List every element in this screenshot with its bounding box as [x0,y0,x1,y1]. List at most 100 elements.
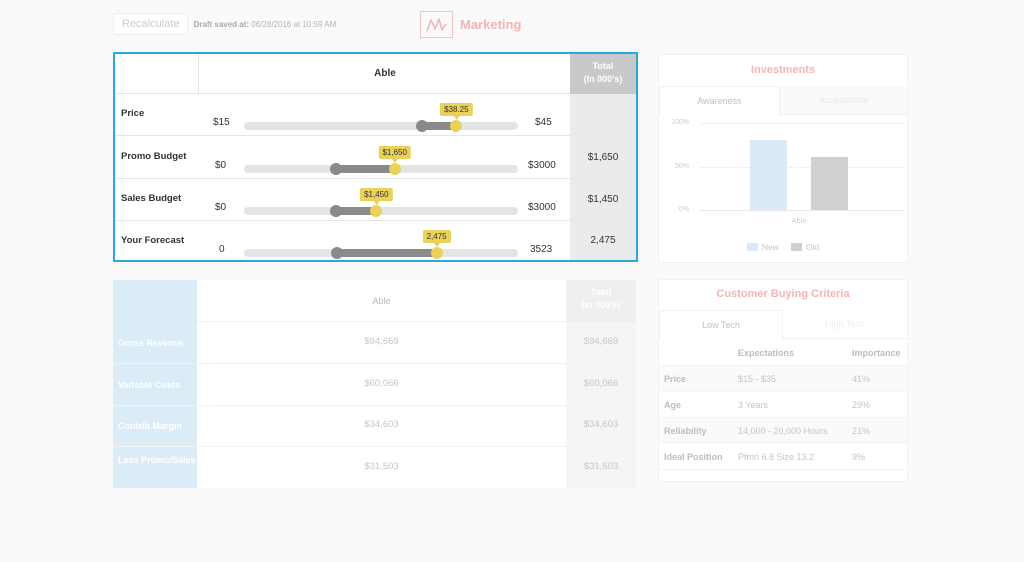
legend-swatch [746,243,758,251]
slider-fill [422,122,457,130]
slider-handle[interactable] [388,163,401,175]
total-value: $34,603 [583,419,619,430]
header-blank [115,54,199,94]
promo-budget-slider[interactable]: $1,650 [244,146,518,175]
row-label: Less Promo/Sales [118,455,196,465]
total-value: $94,669 [583,336,619,347]
legend-label: New [761,242,779,252]
slider-max: $3000 [528,202,556,213]
gridline [699,167,904,168]
draft-time: 06/28/2016 at 10:59 AM [251,19,337,29]
price-slider[interactable]: $38.25 [244,103,518,132]
row-label: Your Forecast [121,235,185,246]
slider-value-tooltip: $1,650 [378,146,411,163]
forecast-slider[interactable]: 2,475 [244,230,518,259]
awareness-bar-chart: 100% 50% 0% Able [659,117,907,237]
slider-handle[interactable] [370,205,383,217]
product-header: Able [197,280,566,322]
slider-fill [335,207,377,215]
row-total: $1,450 [587,194,619,205]
y-tick: 50% [674,163,689,170]
slider-min: 0 [219,244,225,255]
slider-min: $0 [215,160,227,171]
expectation: $15 - $35 [738,374,777,384]
importance: 29% [852,400,871,410]
decision-row-promo-budget: Promo Budget $0 $1,650 $3000 [115,137,570,179]
y-tick: 100% [671,119,689,126]
legend-swatch [790,243,802,251]
table-row: Reliability 14,000 - 20,000 Hours 21% [659,418,907,444]
buying-criteria-tabs: Low Tech High Tech [659,310,907,339]
total-header: Total (In 000's) [566,280,636,322]
page-header: Marketing [420,11,521,38]
tab-low-tech[interactable]: Low Tech [659,310,783,339]
importance: 41% [852,374,871,384]
slider-min: $15 [213,117,230,128]
row-label: Variable Costs [118,380,181,390]
slider-min: $0 [215,202,227,213]
x-tick: Able [791,216,807,225]
total-header-line1: Total [592,61,614,71]
criterion: Price [664,374,687,384]
decision-row-forecast: Your Forecast 0 2,475 3523 [115,221,570,263]
table-row: Ideal Position Pfmn 6.8 Size 13.2 9% [659,444,907,470]
criterion: Ideal Position [664,452,723,462]
criteria-table: Expectations Importance Price $15 - $35 … [659,340,907,470]
investments-card: Investments Awareness Accessibility 100%… [658,54,908,263]
buying-criteria-card: Customer Buying Criteria Low Tech High T… [658,279,908,482]
chart-legend: New Old [659,242,907,252]
product-value: $34,603 [364,419,399,430]
row-label: Price [121,108,145,119]
slider-max: $45 [535,117,552,128]
slider-value-tooltip: $1,450 [360,188,393,205]
tab-accessibility[interactable]: Accessibility [780,86,907,115]
table-row: Contrib Margin $34,603 $34,603 [113,405,636,447]
draft-status: Draft saved at: 06/28/2016 at 10:59 AM [193,20,336,29]
slider-value-tooltip: 2,475 [422,230,451,247]
financials-table: Able Total (In 000's) Gross Revenue $94,… [113,280,636,488]
marketing-chart-icon [420,11,453,38]
slider-max: $3000 [528,160,556,171]
bar-old [811,157,848,210]
row-total: $1,650 [587,152,619,163]
product-value: $60,066 [364,378,399,389]
slider-previous-marker [331,247,344,259]
slider-previous-marker [329,163,342,175]
table-header: Expectations Importance [659,340,907,366]
table-row: Price $15 - $35 41% [659,366,907,392]
slider-handle[interactable] [430,247,443,259]
product-header: Able [374,68,396,79]
importance: 9% [852,452,866,462]
row-label: Contrib Margin [118,421,182,431]
slider-previous-marker [416,120,429,132]
decision-table: Able Total (In 000's) Price $15 $38.25 $… [113,52,638,262]
tab-awareness[interactable]: Awareness [659,86,780,115]
legend-label: Old [805,242,820,252]
row-label: Gross Revenue [118,338,185,348]
investments-tabs: Awareness Accessibility [659,86,907,115]
table-row: Gross Revenue $94,669 $94,669 [113,322,636,364]
decision-row-price: Price $15 $38.25 $45 [115,94,570,136]
table-row: Age 3 Years 29% [659,392,907,418]
slider-handle[interactable] [450,120,463,132]
draft-label: Draft saved at: [193,19,250,29]
criterion: Age [664,400,682,410]
total-value: $31,503 [583,461,619,472]
expectation: Pfmn 6.8 Size 13.2 [738,452,815,462]
total-header: Total (In 000's) [570,54,636,94]
table-row: Variable Costs $60,066 $60,066 [113,364,636,406]
slider-fill [335,165,395,173]
total-value: $60,066 [583,378,619,389]
page-title: Marketing [460,17,522,32]
x-axis [699,210,904,211]
toolbar: Recalculate Draft saved at: 06/28/2016 a… [113,12,336,36]
slider-fill [337,249,437,257]
total-header-line2: (In 000's) [581,300,621,310]
tab-high-tech[interactable]: High Tech [783,310,907,339]
card-title: Investments [750,64,816,76]
sales-budget-slider[interactable]: $1,450 [244,188,518,217]
expectation: 14,000 - 20,000 Hours [738,426,828,436]
recalculate-button[interactable]: Recalculate [113,13,189,35]
total-header-line2: (In 000's) [583,74,623,84]
product-value: $94,669 [364,336,399,347]
